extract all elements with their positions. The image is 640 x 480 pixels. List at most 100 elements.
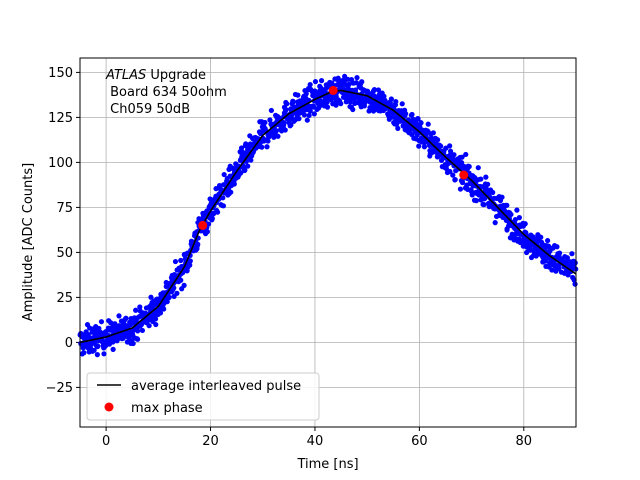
sample-point [207,196,213,202]
sample-point [457,186,464,192]
sample-point [371,86,378,93]
sample-point [466,163,472,170]
sample-point [483,174,489,180]
sample-point [492,220,498,226]
annotation-line1: ATLAS Upgrade [105,68,206,83]
max-phase-point [328,85,338,95]
sample-point [195,241,201,247]
sample-point [430,130,436,136]
sample-point [123,315,129,321]
sample-point [178,257,184,264]
sample-point [178,277,184,283]
sample-point [248,157,254,163]
sample-point [174,290,180,296]
sample-point [388,96,394,102]
sample-point [499,194,505,200]
sample-point [450,172,456,178]
sample-point [571,277,577,283]
sample-point [463,151,469,158]
sample-point [572,260,578,266]
sample-point [318,78,325,84]
sample-point [549,267,555,273]
sample-point [245,163,251,169]
sample-point [303,91,309,97]
sample-point [524,249,530,256]
sample-point [459,179,466,186]
x-axis-label: Time [ns] [296,457,358,472]
sample-point [238,170,244,176]
sample-point [459,154,465,160]
sample-point [166,294,172,300]
y-tick-label: −25 [46,381,73,396]
max-phase-point [459,170,469,180]
sample-points [77,73,579,358]
sample-point [110,339,116,345]
sample-point [350,106,356,113]
sample-point [187,262,193,268]
sample-point [209,215,215,222]
plot-background [80,58,576,427]
sample-point [264,144,270,150]
sample-point [214,209,221,215]
sample-point [346,81,352,87]
sample-point [475,165,481,171]
sample-point [139,327,146,334]
sample-point [204,229,210,235]
sample-point [243,141,249,147]
legend-label-max: max phase [131,401,203,416]
sample-point [572,281,578,287]
y-tick-label: 50 [56,246,73,261]
legend-label-average: average interleaved pulse [131,379,301,394]
sample-point [273,128,279,134]
sample-point [96,325,102,332]
sample-point [153,321,159,328]
sample-point [171,285,177,291]
sample-point [345,76,351,82]
sample-point [452,176,458,183]
sample-point [130,340,136,347]
sample-point [283,107,289,113]
sample-point [564,255,571,261]
sample-point [395,125,401,131]
sample-point [473,198,479,204]
sample-point [416,143,422,149]
x-tick-label: 20 [202,434,219,449]
sample-point [409,111,415,118]
sample-point [451,152,457,158]
sample-point [478,176,484,182]
sample-point [527,246,533,252]
sample-point [394,121,400,127]
sample-point [338,101,344,107]
sample-point [290,99,297,105]
sample-point [399,101,405,107]
sample-point [135,336,141,342]
sample-point [148,294,154,300]
sample-point [206,221,212,227]
sample-point [146,323,152,329]
sample-point [512,217,518,223]
annotation-upgrade: Upgrade [146,68,206,83]
sample-point [282,127,288,133]
sample-point [137,304,143,310]
y-tick-label: 75 [56,201,73,216]
annotation-line2: Board 634 50ohm [106,85,227,100]
sample-point [133,307,139,313]
sample-point [435,137,441,143]
x-tick-label: 0 [102,434,110,449]
sample-point [324,104,331,110]
annotation-line3: Ch059 50dB [106,102,190,117]
sample-point [438,143,444,149]
sample-point [268,107,274,114]
sample-point [304,117,310,123]
axis-ticks: 0 20 40 60 80 −25 0 25 50 75 100 125 150 [46,66,533,449]
sample-point [514,207,520,213]
plot-frame [79,57,577,428]
x-tick-label: 40 [307,434,324,449]
sample-point [443,145,449,151]
sample-point [569,251,575,257]
sample-point [554,244,560,250]
y-tick-label: 125 [48,111,73,126]
sample-point [110,346,116,352]
y-tick-label: 25 [56,291,73,306]
